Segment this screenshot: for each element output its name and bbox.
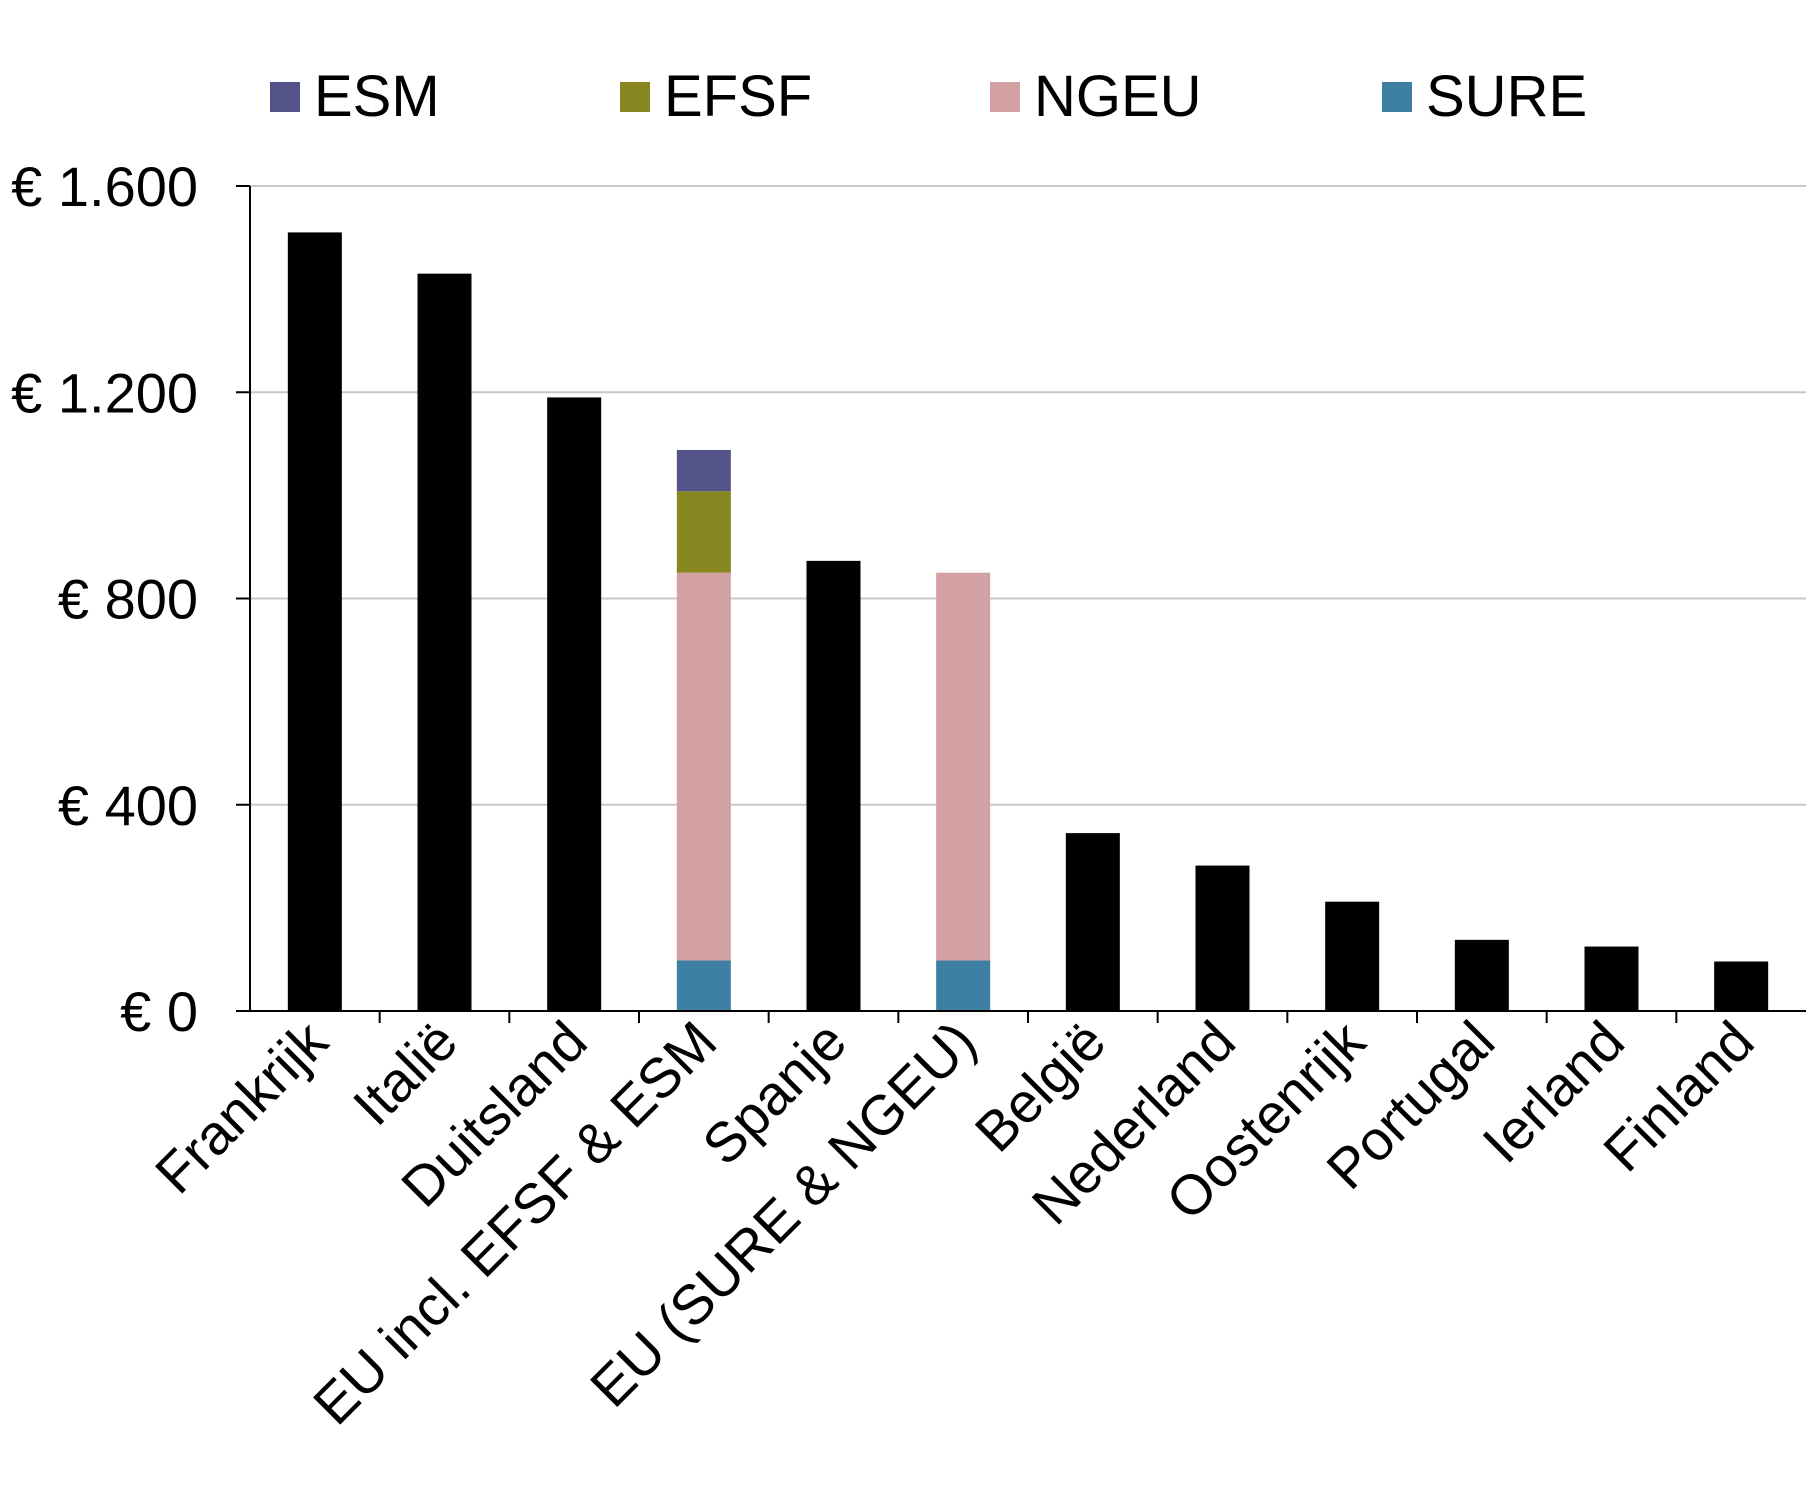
bar-base: [806, 560, 861, 1011]
y-axis-ticks: € 0 € 400 € 800 € 1.200 € 1.600: [11, 155, 250, 1043]
bar-base: [417, 273, 472, 1011]
y-tick-label: € 800: [58, 568, 198, 631]
y-tick-label: € 1.600: [11, 155, 198, 218]
y-tick-label: € 400: [58, 774, 198, 837]
bar-base: [1584, 946, 1639, 1011]
bars: [287, 232, 1769, 1011]
bar-base: [1714, 961, 1769, 1011]
bar-base: [1195, 865, 1250, 1011]
bar-ngeu: [936, 572, 991, 961]
chart-legend: ESM EFSF NGEU SURE: [270, 64, 1587, 129]
legend-label: ESM: [314, 64, 440, 129]
bar-esm: [676, 450, 731, 492]
legend-item-efsf: EFSF: [620, 64, 812, 129]
legend-item-ngeu: NGEU: [990, 64, 1202, 129]
y-tick-label: € 0: [120, 980, 198, 1043]
bar-base: [1065, 833, 1120, 1011]
bar-efsf: [676, 491, 731, 573]
bar-base: [1325, 901, 1380, 1011]
legend-swatch: [1382, 82, 1412, 112]
axes: [249, 186, 1806, 1023]
legend-label: SURE: [1426, 64, 1587, 129]
bar-base: [287, 232, 342, 1011]
legend-swatch: [270, 82, 300, 112]
bar-base: [1454, 939, 1509, 1011]
legend-label: EFSF: [664, 64, 812, 129]
legend-item-esm: ESM: [270, 64, 440, 129]
legend-label: NGEU: [1034, 64, 1202, 129]
legend-swatch: [990, 82, 1020, 112]
bar-base: [547, 397, 602, 1011]
y-tick-label: € 1.200: [11, 361, 198, 424]
legend-item-sure: SURE: [1382, 64, 1587, 129]
legend-swatch: [620, 82, 650, 112]
bar-ngeu: [676, 572, 731, 961]
bar-sure: [676, 960, 731, 1011]
gridlines: [250, 185, 1806, 806]
bar-sure: [936, 960, 991, 1011]
